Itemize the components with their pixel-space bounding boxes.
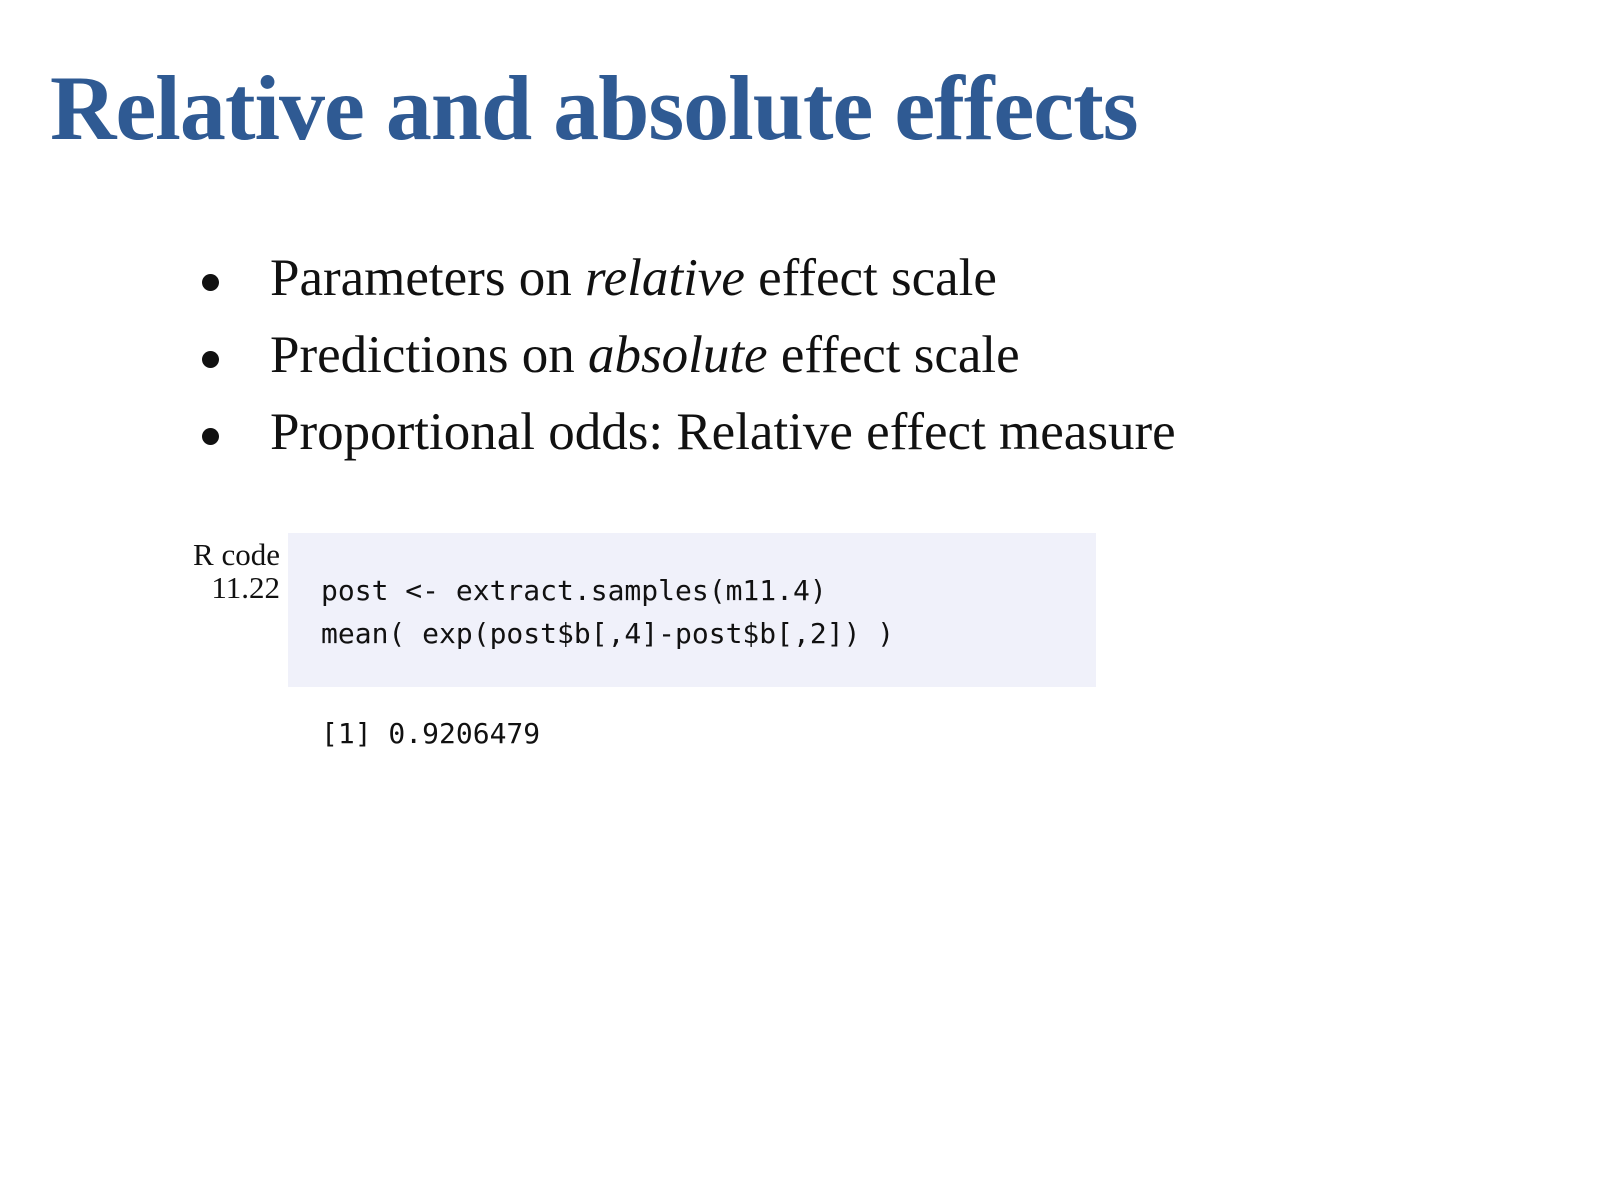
bullet-item: Predictions on absolute effect scale — [200, 323, 1176, 400]
bullet-emphasis: absolute — [587, 326, 768, 384]
bullet-item: Proportional odds: Relative effect measu… — [200, 400, 1176, 477]
code-line: mean( exp(post$b[,4]-post$b[,2]) ) — [321, 617, 895, 650]
code-output: [1] 0.9206479 — [321, 717, 541, 750]
bullet-dot-icon — [202, 274, 219, 291]
code-label-title: R code — [193, 537, 280, 572]
bullet-text-before: Proportional odds: Relative effect measu… — [270, 403, 1176, 461]
code-label: R code 11.22 — [150, 538, 280, 604]
code-block: post <- extract.samples(m11.4) mean( exp… — [288, 533, 1096, 687]
code-line: post <- extract.samples(m11.4) — [321, 574, 827, 607]
bullet-dot-icon — [202, 428, 219, 445]
bullet-dot-icon — [202, 351, 219, 368]
bullet-text-before: Predictions on — [270, 326, 588, 384]
code-label-number: 11.22 — [211, 570, 280, 605]
slide-title: Relative and absolute effects — [50, 57, 1139, 159]
bullet-list: Parameters on relative effect scale Pred… — [200, 246, 1176, 477]
bullet-text-after: effect scale — [767, 326, 1020, 384]
bullet-text-before: Parameters on — [270, 249, 585, 307]
bullet-text-after: effect scale — [744, 249, 997, 307]
bullet-item: Parameters on relative effect scale — [200, 246, 1176, 323]
bullet-emphasis: relative — [584, 249, 745, 307]
